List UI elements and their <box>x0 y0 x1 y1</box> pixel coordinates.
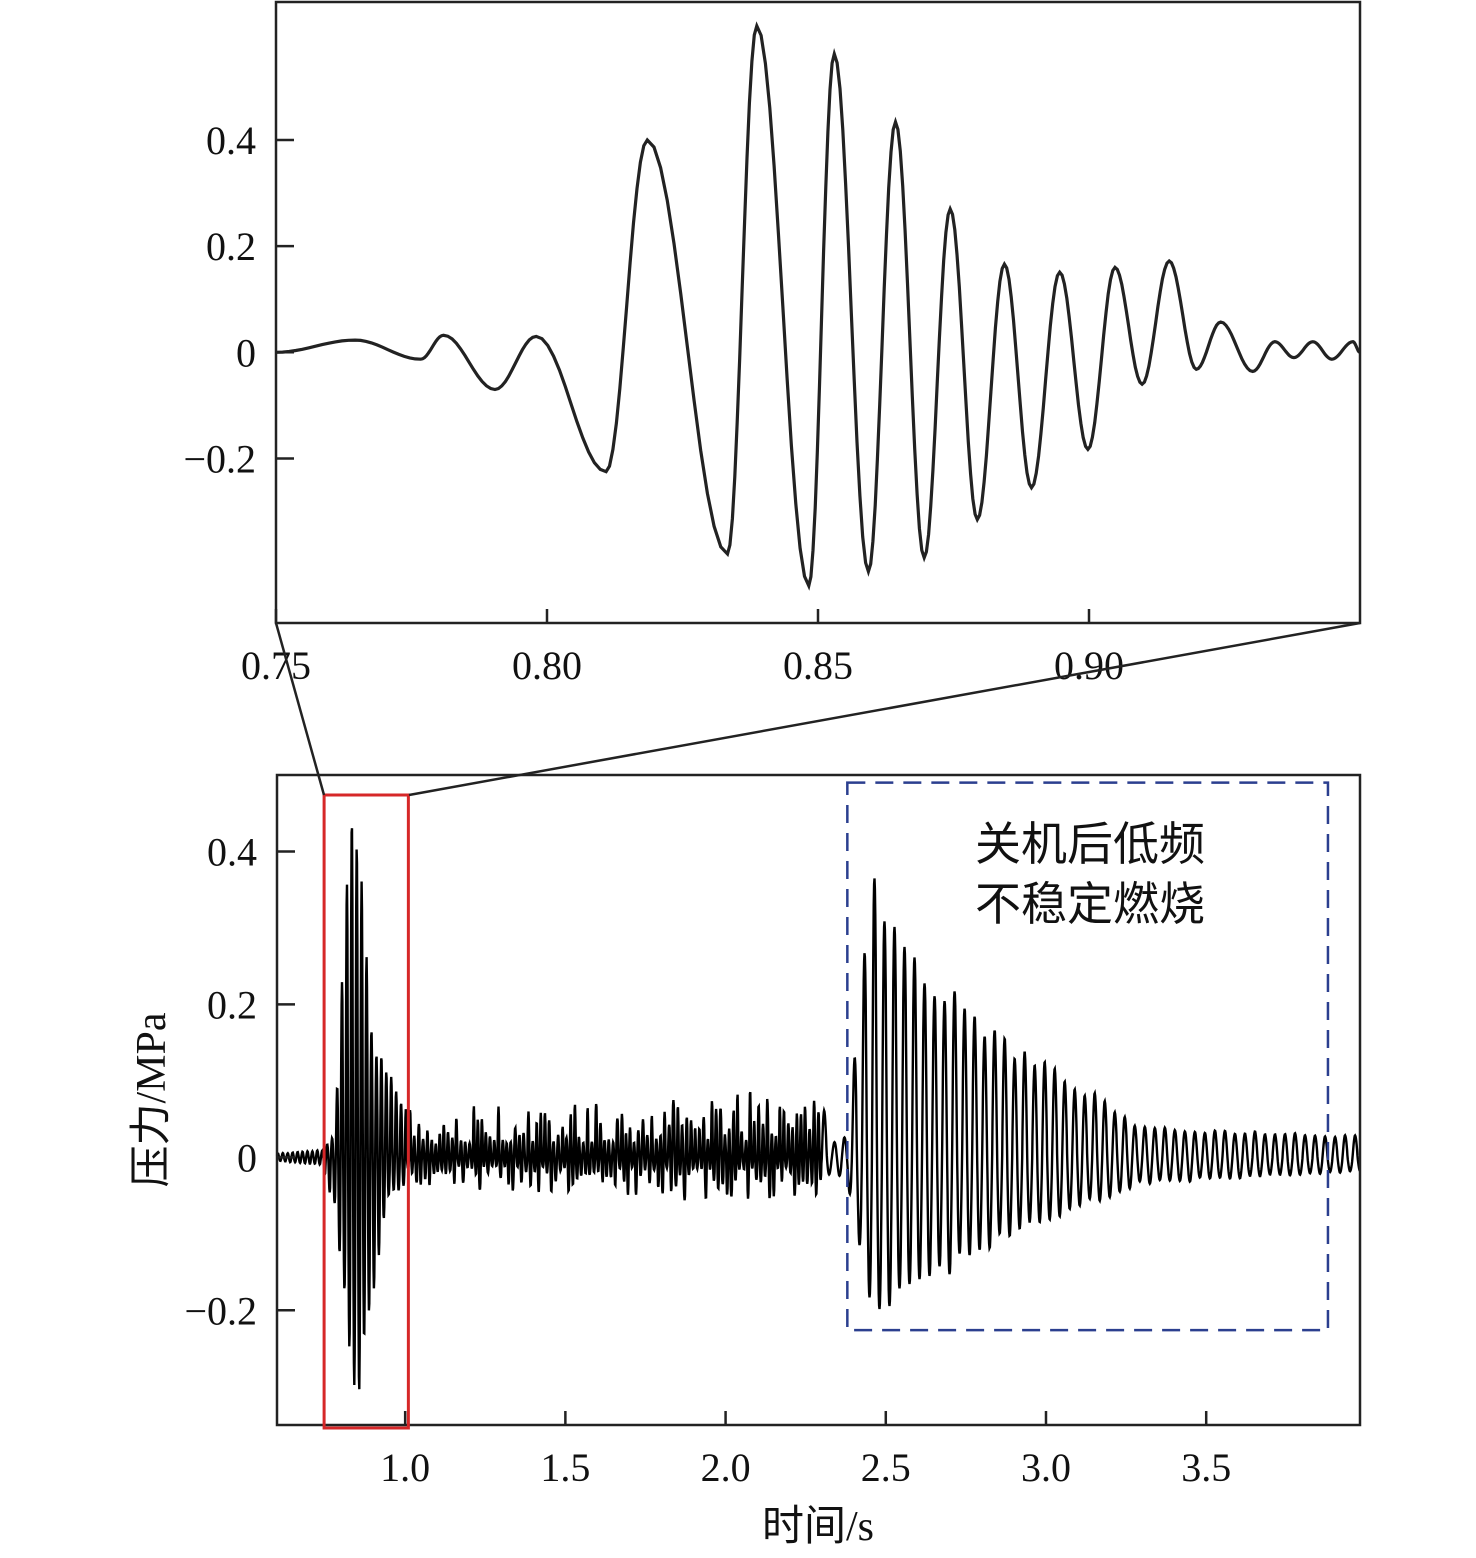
x-axis-label: 时间/s <box>762 1504 874 1550</box>
main-x-tick-label: 2.5 <box>861 1445 911 1490</box>
zoom-connector-left <box>274 622 326 796</box>
inset-y-tick-label: 0.4 <box>206 118 256 163</box>
inset-y-tick-label: 0.2 <box>206 224 256 269</box>
inset-y-tick-label: −0.2 <box>183 436 256 481</box>
main-x-tick-label: 3.5 <box>1181 1445 1231 1490</box>
inset-y-tick-label: 0 <box>236 330 256 375</box>
main-series-line <box>275 828 1361 1390</box>
main-y-tick-label: 0.4 <box>207 829 257 874</box>
inset-x-tick-label: 0.85 <box>783 643 853 688</box>
inset-x-tick-label: 0.90 <box>1054 643 1124 688</box>
annotation-line-2: 不稳定燃烧 <box>975 877 1205 931</box>
main-x-tick-label: 1.5 <box>540 1445 590 1490</box>
inset-series-line <box>275 21 1361 591</box>
main-x-tick-label: 3.0 <box>1021 1445 1071 1490</box>
inset-x-tick-label: 0.80 <box>512 643 582 688</box>
main-y-tick-label: 0.2 <box>207 982 257 1027</box>
main-y-tick-label: −0.2 <box>184 1288 257 1333</box>
zoom-highlight-box <box>322 793 410 1430</box>
annotation-line-1: 关机后低频 <box>975 817 1205 871</box>
main-panel: 1.0 1.5 2.0 2.5 3.0 3.5 −0.2 0 0.2 0.4 关机后低频 不稳定燃… <box>129 773 1362 1550</box>
shutdown-annotation-box <box>846 781 1330 1332</box>
inset-x-tick-label: 0.75 <box>241 643 311 688</box>
main-x-tick-label: 1.0 <box>380 1445 430 1490</box>
main-x-tick-label: 2.0 <box>701 1445 751 1490</box>
inset-plot-frame <box>274 0 1362 625</box>
zoom-connector-right <box>408 621 1361 797</box>
inset-panel: 0.75 0.80 0.85 0.90 −0.2 0 0.2 0.4 <box>183 0 1362 688</box>
y-axis-label: 压力/MPa <box>129 1012 175 1187</box>
main-y-tick-label: 0 <box>237 1135 257 1180</box>
main-plot-frame <box>275 773 1362 1427</box>
